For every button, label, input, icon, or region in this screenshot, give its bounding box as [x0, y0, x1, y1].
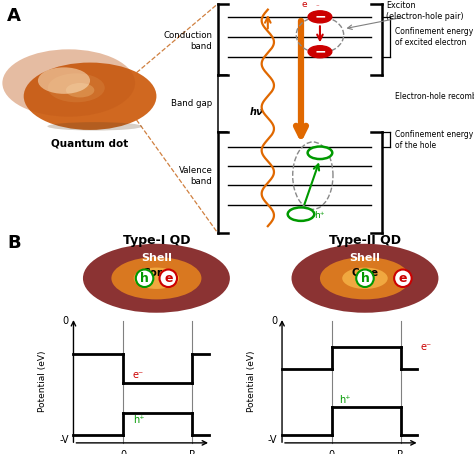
Circle shape [342, 267, 388, 289]
Circle shape [111, 257, 201, 299]
Text: Valence
band: Valence band [179, 166, 212, 186]
Text: Confinement energy
of excited electron: Confinement energy of excited electron [395, 27, 473, 47]
Circle shape [38, 67, 90, 94]
Text: Type-II QD: Type-II QD [329, 234, 401, 247]
Text: h: h [140, 272, 149, 285]
Text: Core: Core [351, 268, 379, 278]
Circle shape [320, 257, 410, 299]
Circle shape [308, 147, 332, 159]
Circle shape [134, 267, 179, 289]
Text: Conduction
band: Conduction band [164, 31, 212, 51]
Text: -V: -V [268, 434, 277, 444]
Text: R: R [189, 449, 195, 454]
Circle shape [66, 83, 94, 98]
Text: Exciton
(electron-hole pair): Exciton (electron-hole pair) [386, 1, 464, 21]
Text: Type-I QD: Type-I QD [123, 234, 190, 247]
Text: e: e [399, 272, 407, 285]
Ellipse shape [47, 122, 142, 131]
Text: ⁻: ⁻ [315, 4, 319, 10]
Circle shape [288, 207, 314, 221]
Text: h: h [361, 272, 369, 285]
Text: Potential (eV): Potential (eV) [38, 351, 47, 412]
Text: hν: hν [250, 107, 264, 117]
Text: -V: -V [59, 434, 69, 444]
Text: Shell: Shell [141, 252, 172, 262]
Circle shape [24, 63, 156, 130]
Text: Quantum dot: Quantum dot [52, 138, 128, 148]
Text: e: e [301, 0, 307, 9]
Circle shape [83, 244, 230, 313]
Text: −: − [314, 10, 326, 24]
Text: R: R [397, 449, 404, 454]
Text: Band gap: Band gap [171, 99, 212, 108]
Text: −: − [314, 45, 326, 59]
Text: e⁻: e⁻ [133, 370, 144, 380]
Circle shape [48, 74, 105, 102]
Text: A: A [7, 7, 21, 25]
Text: h⁺: h⁺ [339, 395, 350, 405]
Text: e: e [164, 272, 173, 285]
Text: Electron-hole recombination: Electron-hole recombination [395, 92, 474, 101]
Text: h⁺: h⁺ [133, 415, 144, 425]
Text: Confinement energy
of the hole: Confinement energy of the hole [395, 129, 473, 150]
Circle shape [2, 49, 135, 117]
Text: Potential (eV): Potential (eV) [247, 351, 255, 412]
Circle shape [308, 11, 332, 23]
Text: B: B [7, 234, 21, 252]
Text: 0: 0 [63, 316, 69, 326]
Text: h⁺: h⁺ [314, 211, 325, 220]
Circle shape [292, 244, 438, 313]
Text: Core: Core [143, 268, 170, 278]
Circle shape [308, 46, 332, 58]
Text: 0: 0 [120, 449, 126, 454]
Text: e⁻: e⁻ [420, 342, 431, 352]
Text: 0: 0 [329, 449, 335, 454]
Text: Shell: Shell [349, 252, 381, 262]
Text: 0: 0 [271, 316, 277, 326]
